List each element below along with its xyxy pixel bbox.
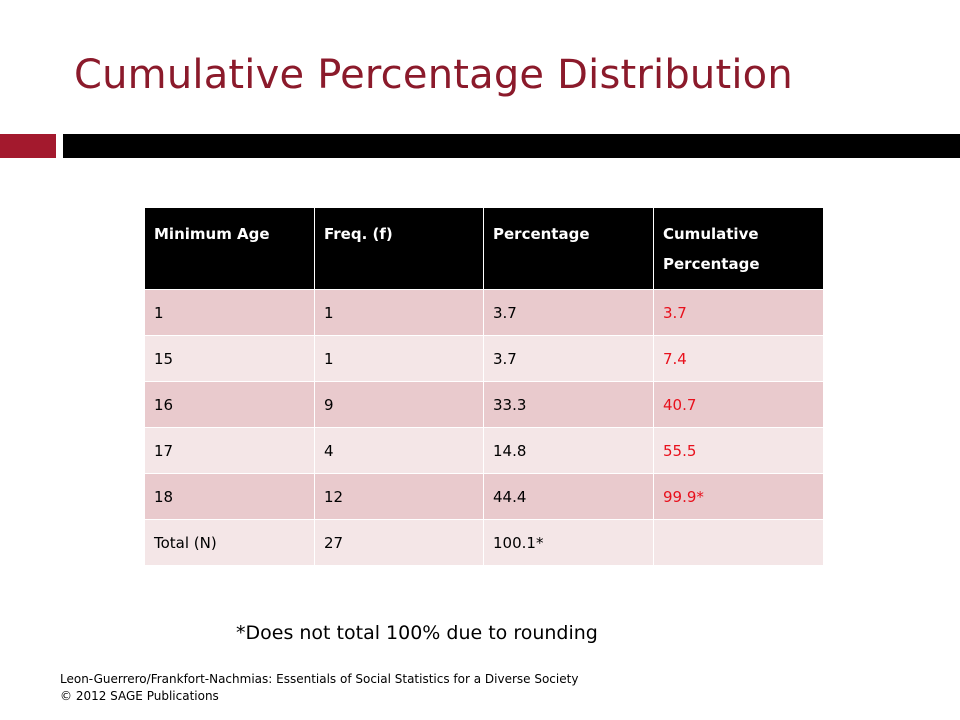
cell-frequency: 9 bbox=[314, 381, 484, 428]
citation-line: Leon-Guerrero/Frankfort-Nachmias: Essent… bbox=[60, 672, 579, 686]
header-frequency: Freq. (f) bbox=[314, 207, 484, 290]
cell-cumulative-percentage: 99.9* bbox=[653, 473, 824, 520]
cell-total-frequency: 27 bbox=[314, 519, 484, 566]
cell-total-label: Total (N) bbox=[144, 519, 315, 566]
cell-minimum-age: 15 bbox=[144, 335, 315, 382]
cell-percentage: 3.7 bbox=[483, 335, 654, 382]
cell-minimum-age: 18 bbox=[144, 473, 315, 520]
copyright-line: © 2012 SAGE Publications bbox=[60, 689, 219, 703]
table-row: 18 12 44.4 99.9* bbox=[144, 473, 824, 520]
cell-minimum-age: 16 bbox=[144, 381, 315, 428]
cell-cumulative-percentage: 3.7 bbox=[653, 289, 824, 336]
citation-footer: Leon-Guerrero/Frankfort-Nachmias: Essent… bbox=[60, 671, 578, 705]
cell-percentage: 3.7 bbox=[483, 289, 654, 336]
rounding-note: *Does not total 100% due to rounding bbox=[236, 622, 598, 644]
cell-percentage: 14.8 bbox=[483, 427, 654, 474]
slide-title: Cumulative Percentage Distribution bbox=[74, 52, 793, 98]
header-cumulative-percentage: Cumulative Percentage bbox=[653, 207, 824, 290]
frequency-table: Minimum Age Freq. (f) Percentage Cumulat… bbox=[144, 207, 824, 566]
cell-percentage: 33.3 bbox=[483, 381, 654, 428]
table-total-row: Total (N) 27 100.1* bbox=[144, 519, 824, 566]
cell-minimum-age: 1 bbox=[144, 289, 315, 336]
table-row: 1 1 3.7 3.7 bbox=[144, 289, 824, 336]
cell-total-cumulative bbox=[653, 519, 824, 566]
table-row: 17 4 14.8 55.5 bbox=[144, 427, 824, 474]
cell-frequency: 1 bbox=[314, 335, 484, 382]
header-minimum-age: Minimum Age bbox=[144, 207, 315, 290]
cell-frequency: 1 bbox=[314, 289, 484, 336]
cell-cumulative-percentage: 40.7 bbox=[653, 381, 824, 428]
cell-frequency: 4 bbox=[314, 427, 484, 474]
accent-bar-black bbox=[63, 134, 960, 158]
header-percentage: Percentage bbox=[483, 207, 654, 290]
accent-bar-red bbox=[0, 134, 56, 158]
cell-frequency: 12 bbox=[314, 473, 484, 520]
cell-cumulative-percentage: 7.4 bbox=[653, 335, 824, 382]
table-row: 16 9 33.3 40.7 bbox=[144, 381, 824, 428]
cell-cumulative-percentage: 55.5 bbox=[653, 427, 824, 474]
table-header-row: Minimum Age Freq. (f) Percentage Cumulat… bbox=[144, 207, 824, 290]
table-row: 15 1 3.7 7.4 bbox=[144, 335, 824, 382]
cell-percentage: 44.4 bbox=[483, 473, 654, 520]
cell-total-percentage: 100.1* bbox=[483, 519, 654, 566]
cell-minimum-age: 17 bbox=[144, 427, 315, 474]
